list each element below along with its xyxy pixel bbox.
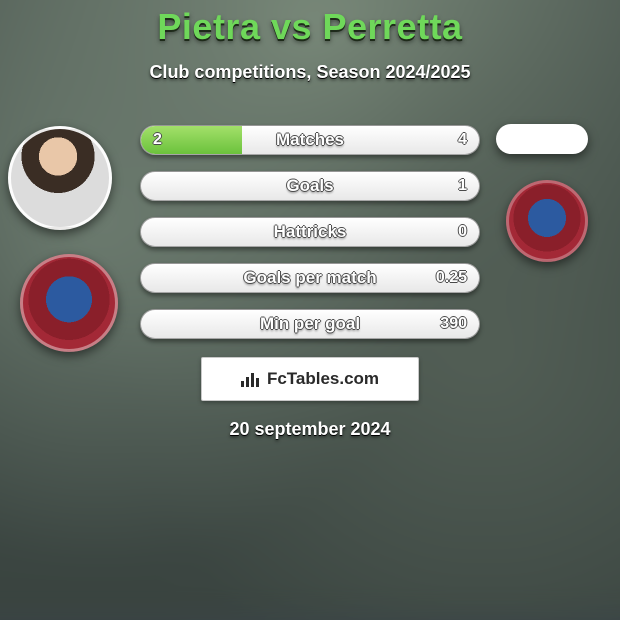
stat-row-matches: 2 Matches 4 bbox=[140, 125, 480, 155]
stats-list: 2 Matches 4 Goals 1 Hattricks 0 Goals pe… bbox=[140, 125, 480, 339]
card: Pietra vs Perretta Club competitions, Se… bbox=[0, 0, 620, 580]
date-label: 20 september 2024 bbox=[0, 419, 620, 440]
source-badge[interactable]: FcTables.com bbox=[201, 357, 419, 401]
stat-label: Hattricks bbox=[141, 218, 479, 246]
stat-label: Min per goal bbox=[141, 310, 479, 338]
bar-chart-icon bbox=[241, 371, 261, 387]
stat-value-right: 4 bbox=[458, 126, 467, 154]
stat-row-hattricks: Hattricks 0 bbox=[140, 217, 480, 247]
right-small-pill bbox=[496, 124, 588, 154]
left-club-crest bbox=[20, 254, 118, 352]
stat-value-right: 1 bbox=[458, 172, 467, 200]
left-player-avatar bbox=[8, 126, 112, 230]
right-club-crest bbox=[506, 180, 588, 262]
page-subtitle: Club competitions, Season 2024/2025 bbox=[0, 62, 620, 83]
stat-row-goals: Goals 1 bbox=[140, 171, 480, 201]
stat-row-goals-per-match: Goals per match 0.25 bbox=[140, 263, 480, 293]
stat-value-right: 390 bbox=[440, 310, 467, 338]
page-title: Pietra vs Perretta bbox=[0, 6, 620, 48]
stat-row-min-per-goal: Min per goal 390 bbox=[140, 309, 480, 339]
source-label: FcTables.com bbox=[267, 369, 379, 389]
stat-label: Goals bbox=[141, 172, 479, 200]
stat-value-right: 0.25 bbox=[436, 264, 467, 292]
stat-value-right: 0 bbox=[458, 218, 467, 246]
stat-label: Goals per match bbox=[141, 264, 479, 292]
stat-value-left: 2 bbox=[153, 126, 162, 154]
